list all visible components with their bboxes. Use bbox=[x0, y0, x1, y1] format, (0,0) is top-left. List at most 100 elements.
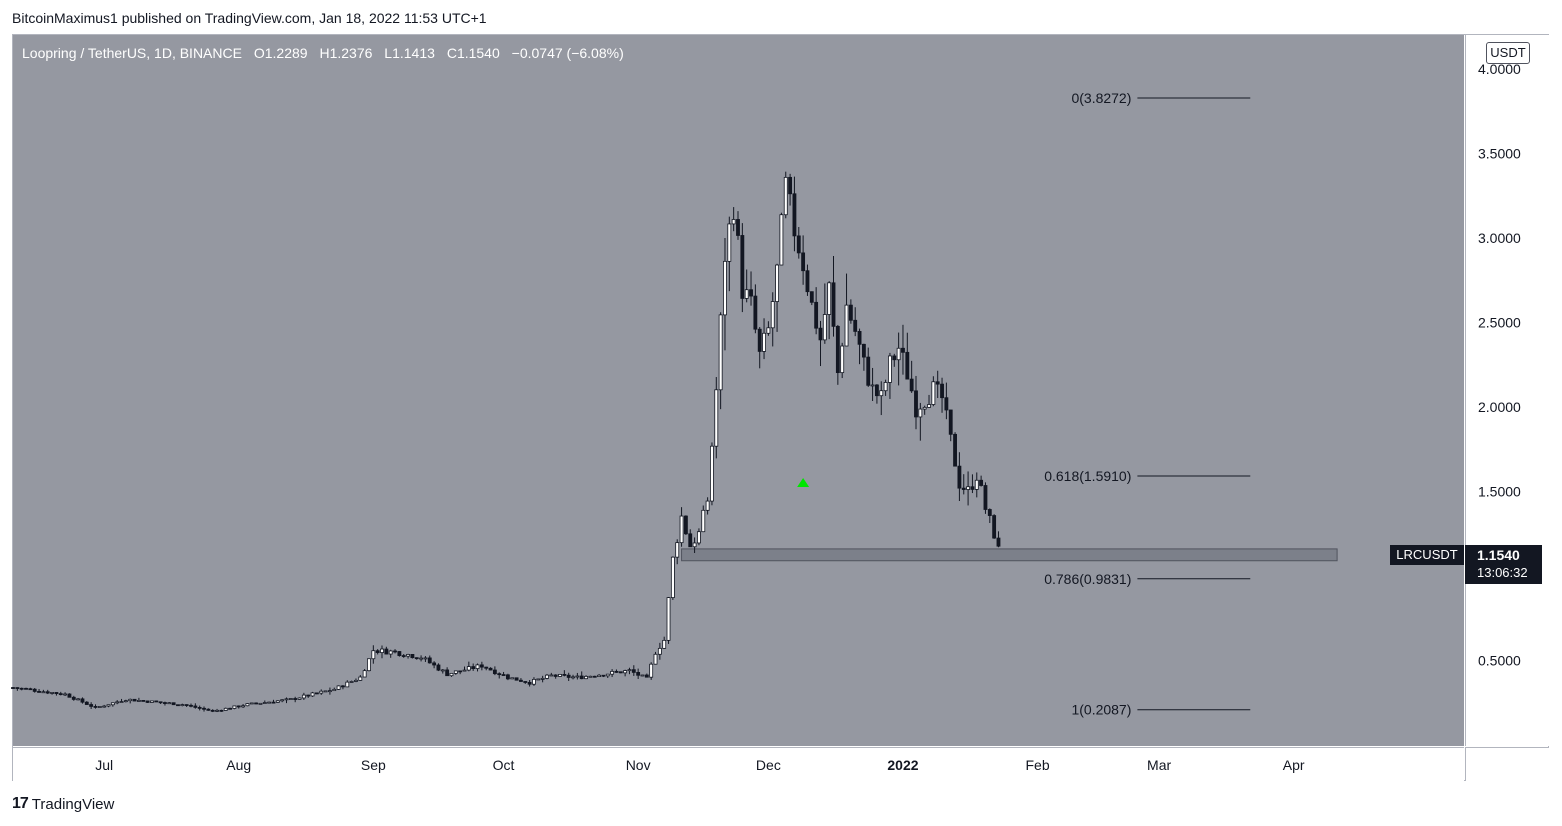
candle-body bbox=[848, 304, 853, 321]
candle-body bbox=[158, 701, 163, 704]
candle-body bbox=[84, 701, 89, 705]
candle-body bbox=[297, 697, 302, 700]
candle-body bbox=[458, 670, 463, 673]
publisher-attribution: BitcoinMaximus1 published on TradingView… bbox=[12, 10, 487, 26]
currency-button[interactable]: USDT bbox=[1486, 42, 1530, 64]
candle-body bbox=[479, 664, 484, 668]
candle-body bbox=[80, 698, 85, 703]
fib-level-label: 0.786(0.9831) bbox=[1044, 571, 1131, 587]
candle-body bbox=[527, 681, 532, 685]
candle-body bbox=[136, 700, 141, 702]
candle-body bbox=[371, 650, 376, 660]
candle-body bbox=[922, 406, 927, 410]
candle-body bbox=[176, 704, 180, 707]
price-tick-label: 3.0000 bbox=[1478, 230, 1521, 246]
candle-body bbox=[770, 301, 775, 329]
candle-body bbox=[605, 673, 610, 677]
price-tick-label: 1.5000 bbox=[1478, 483, 1521, 499]
time-tick-label: Nov bbox=[626, 757, 651, 773]
legend-close: 1.1540 bbox=[456, 45, 500, 61]
candle-body bbox=[245, 703, 250, 707]
candle-body bbox=[727, 223, 732, 262]
candle-body bbox=[979, 479, 984, 486]
legend-symbol: Loopring / TetherUS, 1D, BINANCE bbox=[22, 45, 242, 61]
candle-body bbox=[883, 382, 888, 392]
candle-body bbox=[736, 219, 740, 236]
candle-body bbox=[45, 691, 50, 694]
candle-body bbox=[293, 698, 298, 700]
candle-body bbox=[119, 701, 124, 703]
candle-body bbox=[123, 700, 128, 703]
candle-body bbox=[63, 693, 68, 696]
candle-body bbox=[688, 533, 693, 548]
candle-body bbox=[944, 397, 949, 411]
candle-body bbox=[683, 515, 688, 535]
candle-body bbox=[184, 704, 189, 706]
candle-body bbox=[440, 669, 445, 672]
candle-body bbox=[267, 701, 272, 704]
candle-body bbox=[905, 351, 910, 380]
time-scale[interactable] bbox=[13, 747, 1464, 781]
time-tick-label: Jul bbox=[95, 757, 113, 773]
candle-body bbox=[206, 708, 211, 711]
candle-body bbox=[167, 702, 172, 705]
candle-body bbox=[861, 343, 866, 358]
candle-body bbox=[879, 390, 884, 397]
price-tick-label: 2.0000 bbox=[1478, 399, 1521, 415]
candle-body bbox=[631, 669, 636, 673]
bar-countdown: 13:06:32 bbox=[1477, 565, 1528, 580]
legend-close-label: C bbox=[446, 45, 457, 61]
candle-body bbox=[866, 356, 871, 386]
candle-body bbox=[519, 679, 523, 682]
candle-body bbox=[649, 663, 654, 678]
candle-body bbox=[831, 282, 836, 327]
candle-body bbox=[410, 654, 415, 659]
candle-body bbox=[453, 670, 458, 674]
candle-body bbox=[744, 289, 749, 299]
candle-body bbox=[505, 674, 510, 680]
candle-body bbox=[393, 650, 397, 653]
candle-body bbox=[15, 687, 20, 689]
candle-body bbox=[466, 666, 471, 671]
candle-body bbox=[19, 687, 24, 690]
fib-level-label: 0(3.8272) bbox=[1071, 90, 1131, 106]
candle-body bbox=[358, 676, 363, 681]
candle-body bbox=[610, 671, 615, 675]
candle-body bbox=[141, 700, 146, 702]
candle-body bbox=[327, 690, 332, 693]
candle-body bbox=[150, 700, 154, 703]
candle-body bbox=[236, 705, 241, 708]
time-tick-label: Mar bbox=[1147, 757, 1171, 773]
candle-body bbox=[545, 674, 549, 679]
plot-area[interactable] bbox=[13, 35, 1464, 746]
candle-body bbox=[271, 701, 276, 704]
candle-body bbox=[128, 698, 133, 702]
candle-body bbox=[961, 487, 966, 490]
green-arrow-marker bbox=[797, 477, 810, 487]
price-scale[interactable] bbox=[1465, 35, 1549, 746]
candle-body bbox=[840, 345, 845, 374]
candle-body bbox=[571, 676, 575, 679]
candle-body bbox=[623, 670, 628, 674]
candle-body bbox=[102, 705, 107, 708]
candle-body bbox=[540, 677, 545, 680]
candle-body bbox=[380, 648, 384, 653]
candle-body bbox=[180, 704, 185, 706]
time-tick-label: 2022 bbox=[887, 757, 918, 773]
candle-body bbox=[835, 325, 840, 374]
candle-body bbox=[106, 704, 111, 707]
candle-body bbox=[471, 666, 476, 669]
candle-body bbox=[223, 707, 228, 711]
candle-body bbox=[670, 556, 675, 598]
footer-branding[interactable]: 17 TradingView bbox=[12, 795, 114, 813]
candle-body bbox=[796, 235, 801, 254]
candle-body bbox=[336, 685, 341, 690]
candle-body bbox=[857, 331, 862, 345]
candle-body bbox=[462, 669, 467, 672]
candle-body bbox=[414, 657, 419, 660]
candle-body bbox=[314, 692, 319, 695]
time-tick-label: Dec bbox=[756, 757, 781, 773]
candle-body bbox=[783, 176, 788, 216]
candle-body bbox=[310, 692, 315, 697]
